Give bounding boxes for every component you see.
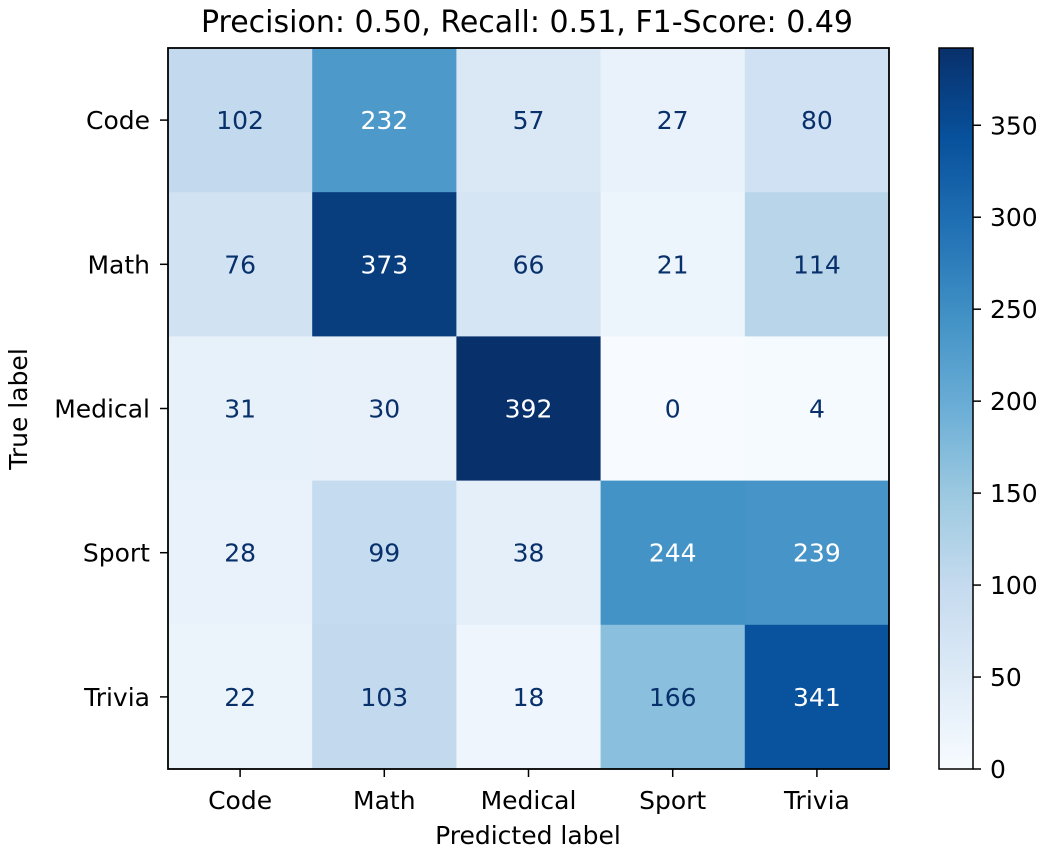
heatmap-cell-value: 18: [513, 683, 545, 712]
colorbar-tick-label: 50: [990, 663, 1022, 692]
x-tick-label: Trivia: [783, 786, 850, 815]
heatmap-cell-value: 99: [368, 539, 400, 568]
y-tick-label: Code: [86, 106, 150, 135]
heatmap-cell-value: 30: [368, 395, 400, 424]
y-axis-label: True label: [4, 348, 33, 471]
colorbar-ticks: 0 50 100 150 200 250 300 350: [973, 111, 1038, 784]
heatmap-cell: [600, 48, 746, 193]
heatmap-cell-labels: 102 232 57 27 80 76 373 66 21 114 31 30 392 0 4 28 99 38 2…: [216, 106, 841, 712]
heatmap-cell: [744, 480, 890, 626]
x-tick-label: Code: [208, 786, 272, 815]
heatmap-cell-value: 21: [657, 250, 689, 279]
heatmap-cell-value: 392: [505, 395, 553, 424]
x-axis-label: Predicted label: [435, 821, 621, 850]
colorbar-tick-label: 100: [990, 571, 1038, 600]
colorbar-tick-label: 300: [990, 203, 1038, 232]
heatmap-cell: [456, 336, 602, 482]
heatmap-cell: [312, 336, 457, 482]
heatmap-cell: [168, 192, 313, 337]
x-tick-label: Sport: [639, 786, 706, 815]
heatmap-cell: [168, 624, 313, 770]
heatmap-cell-value: 239: [793, 539, 841, 568]
heatmap-cell-value: 4: [809, 395, 825, 424]
heatmap-cell: [312, 192, 457, 337]
x-axis-ticks: Code Math Medical Sport Trivia: [208, 769, 850, 815]
heatmap-cell: [744, 624, 890, 770]
chart-title: Precision: 0.50, Recall: 0.51, F1-Score:…: [201, 5, 853, 40]
y-tick-label: Trivia: [83, 683, 150, 712]
heatmap-cell-value: 373: [360, 250, 408, 279]
heatmap-cells: [168, 48, 890, 770]
heatmap-cell: [168, 336, 313, 482]
heatmap-cell: [168, 48, 313, 193]
heatmap-cell: [456, 192, 602, 337]
heatmap-cell-value: 114: [793, 250, 841, 279]
heatmap-cell-value: 38: [513, 539, 545, 568]
heatmap-cell-value: 102: [216, 106, 264, 135]
heatmap-cell-value: 22: [224, 683, 256, 712]
colorbar-tick-label: 200: [990, 387, 1038, 416]
heatmap-cell-value: 80: [801, 106, 833, 135]
y-tick-label: Sport: [83, 539, 150, 568]
heatmap-cell: [456, 624, 602, 770]
heatmap-cell-value: 232: [360, 106, 408, 135]
colorbar-tick-label: 350: [990, 111, 1038, 140]
colorbar-tick-label: 0: [990, 755, 1006, 784]
heatmap-cell: [312, 624, 457, 770]
colorbar-tick-label: 150: [990, 479, 1038, 508]
heatmap-cell-value: 31: [224, 395, 256, 424]
x-tick-label: Math: [353, 786, 416, 815]
heatmap-cell: [600, 336, 746, 482]
heatmap-cell: [744, 48, 890, 193]
heatmap-cell-value: 0: [665, 395, 681, 424]
heatmap-cell: [456, 48, 602, 193]
heatmap-cell: [744, 336, 890, 482]
heatmap-cell: [744, 192, 890, 337]
heatmap-cell-value: 57: [513, 106, 545, 135]
heatmap-cell-value: 28: [224, 539, 256, 568]
heatmap-cell-value: 66: [513, 250, 545, 279]
colorbar-tick-label: 250: [990, 295, 1038, 324]
colorbar: [938, 47, 974, 770]
heatmap-cell: [600, 480, 746, 626]
y-tick-label: Medical: [54, 395, 150, 424]
y-axis-ticks: Code Math Medical Sport Trivia: [54, 106, 168, 712]
heatmap-cell: [456, 480, 602, 626]
heatmap-cell-value: 244: [649, 539, 697, 568]
heatmap-cell: [600, 192, 746, 337]
heatmap-cell: [312, 48, 457, 193]
heatmap-cell-value: 166: [649, 683, 697, 712]
heatmap-cell-value: 27: [657, 106, 689, 135]
heatmap-cell-value: 341: [793, 683, 841, 712]
heatmap-cell-value: 103: [360, 683, 408, 712]
y-tick-label: Math: [87, 250, 150, 279]
heatmap-cell: [168, 480, 313, 626]
heatmap-cell: [600, 624, 746, 770]
heatmap-cell: [312, 480, 457, 626]
heatmap-cell-value: 76: [224, 250, 256, 279]
x-tick-label: Medical: [481, 786, 577, 815]
